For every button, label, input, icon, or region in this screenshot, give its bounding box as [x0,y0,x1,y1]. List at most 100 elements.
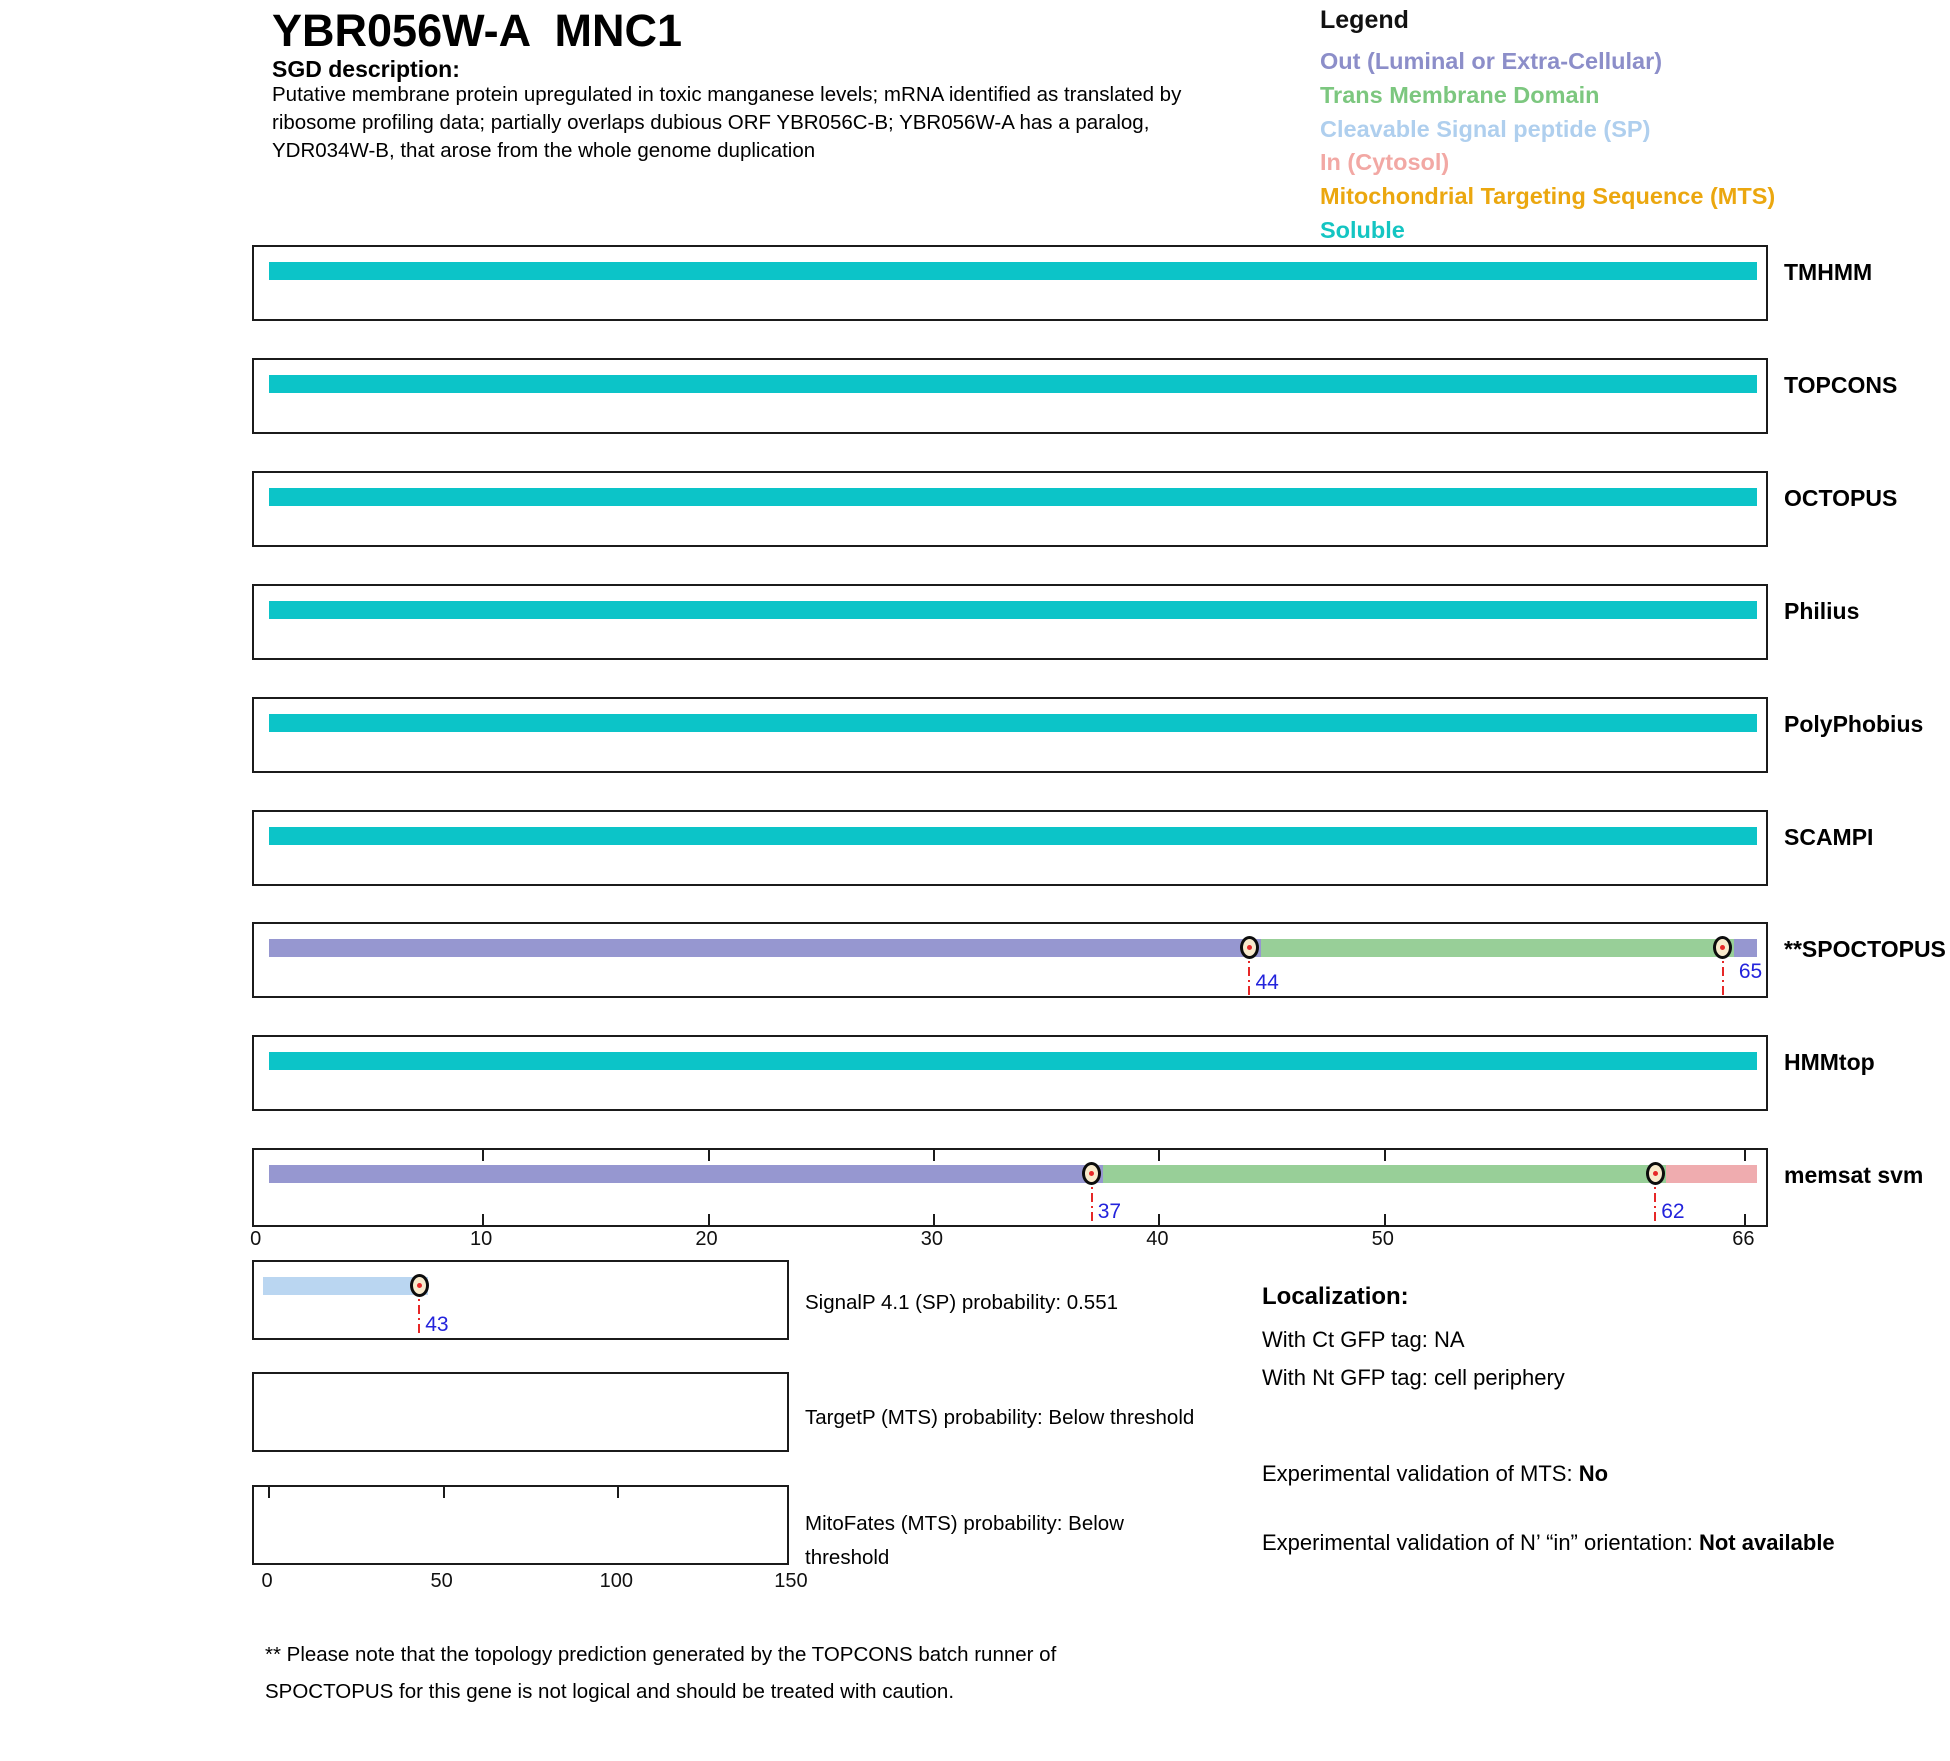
track-box-topcons [252,358,1768,434]
probability-axis-tick-label: 0 [261,1570,273,1592]
legend-items: Out (Luminal or Extra-Cellular) Trans Mem… [1320,45,1775,248]
axis-tick [1383,1150,1386,1161]
cleavage-position-label: 37 [1097,1200,1122,1223]
track-box-memsat-svm: 37 62 [252,1148,1768,1227]
localization-heading: Localization: [1262,1283,1409,1310]
ct-gfp-tag-line: With Ct GFP tag: NA [1262,1327,1465,1352]
orientation-validation-value: Not available [1698,1530,1835,1555]
axis-tick [1158,1214,1161,1225]
legend-title: Legend [1320,6,1409,34]
cleavage-marker-circle [1713,936,1733,959]
topology-segment-soluble [269,714,1757,732]
cleavage-position-label: 43 [425,1313,449,1336]
sgd-description-heading: SGD description: [272,56,460,82]
legend-item-mitochondrial-targeting-sequence-mts: Mitochondrial Targeting Sequence (MTS) [1320,183,1776,210]
cleavage-marker-line [1248,948,1251,995]
axis-tick [707,1214,710,1225]
legend-item-cleavable-signal-peptide-sp: Cleavable Signal peptide (SP) [1320,115,1651,142]
x-axis-tick-label: 66 [1732,1228,1755,1250]
axis-tick [442,1487,445,1498]
x-axis-tick-label: 50 [1371,1228,1394,1250]
topology-segment-out [1734,939,1757,957]
topology-segment-out [269,1165,1103,1183]
probability-segment-sp [263,1277,429,1295]
track-label-hmmtop: HMMtop [1784,1049,1875,1075]
probability-box-2 [252,1485,789,1565]
page-title: YBR056W-A MNC1 [272,5,682,56]
legend-item-in-cytosol: In (Cytosol) [1320,149,1450,176]
x-axis-tick-label: 20 [695,1228,718,1250]
cleavage-marker-circle [1082,1162,1102,1185]
cleavage-position-label: 65 [1738,960,1763,983]
track-box-polyphobius [252,697,1768,773]
cleavage-marker-line [1721,948,1724,995]
track-box-philius [252,584,1768,660]
axis-tick [1383,1214,1386,1225]
track-label-tmhmm: TMHMM [1784,259,1873,285]
mts-validation-line: Experimental validation of MTS: No [1262,1461,1608,1487]
cleavage-marker-line [1654,1174,1657,1224]
legend-item-soluble: Soluble [1320,216,1405,243]
cleavage-position-label: 44 [1255,971,1279,994]
cleavage-marker-circle [1645,1162,1665,1185]
cleavage-marker-circle [409,1274,429,1297]
axis-tick [482,1150,485,1161]
topology-segment-soluble [269,262,1757,280]
cleavage-marker-line [1090,1174,1093,1224]
x-axis-tick-label: 0 [250,1228,262,1250]
axis-tick [1744,1150,1747,1161]
probability-axis-tick-label: 100 [599,1570,634,1592]
track-label-spoctopus: **SPOCTOPUS [1784,936,1946,962]
topology-segment-tm [1102,1165,1667,1183]
probability-caption-1: TargetP (MTS) probability: Below thresho… [805,1406,1195,1429]
cleavage-marker-circle [1239,936,1259,959]
topology-segment-soluble [269,375,1757,393]
track-box-scampi [252,810,1768,886]
axis-tick [932,1214,935,1225]
topology-segment-in [1666,1165,1757,1183]
track-label-topcons: TOPCONS [1784,372,1898,398]
topology-segment-soluble [269,1052,1757,1070]
axis-tick [617,1487,620,1498]
axis-tick [268,1487,270,1498]
track-label-memsat-svm: memsat svm [1784,1162,1924,1188]
topology-segment-tm [1260,939,1735,957]
axis-tick [1158,1150,1161,1161]
sgd-description-text: Putative membrane protein upregulated in… [272,83,1182,162]
track-box-octopus [252,471,1768,547]
track-label-scampi: SCAMPI [1784,824,1874,850]
probability-axis-tick-label: 150 [774,1570,808,1592]
legend: Legend Out (Luminal or Extra-Cellular) Tr… [1320,6,1775,248]
x-axis-tick-label: 40 [1146,1228,1169,1250]
topology-segment-soluble [269,827,1757,845]
probability-axis-tick-label: 50 [430,1570,453,1592]
axis-tick [932,1150,935,1161]
track-label-philius: Philius [1784,598,1860,624]
probability-caption-2: MitoFates (MTS) probability: Below thres… [805,1512,1124,1569]
topology-segment-soluble [269,601,1757,619]
x-axis-tick-label: 10 [470,1228,493,1250]
legend-item-trans-membrane-domain: Trans Membrane Domain [1320,81,1600,108]
probability-caption-0: SignalP 4.1 (SP) probability: 0.551 [805,1291,1119,1314]
mts-validation-prefix: Experimental validation of MTS: [1262,1461,1579,1486]
orientation-validation-line: Experimental validation of N’ “in” orien… [1262,1525,1837,1561]
nt-gfp-tag-line: With Nt GFP tag: cell periphery [1262,1365,1565,1390]
track-label-octopus: OCTOPUS [1784,485,1898,511]
legend-item-out-luminal-or-extra-cellular: Out (Luminal or Extra-Cellular) [1320,48,1663,74]
probability-box-1 [252,1372,789,1452]
x-axis-tick-label: 30 [920,1228,944,1250]
cleavage-position-label: 62 [1661,1200,1685,1223]
track-box-spoctopus: 44 65 [252,922,1768,998]
orientation-validation-prefix: Experimental validation of N’ “in” orien… [1262,1530,1699,1555]
track-box-tmhmm [252,245,1768,321]
track-label-polyphobius: PolyPhobius [1784,711,1924,737]
axis-tick [1744,1214,1747,1225]
cleavage-marker-line [418,1286,421,1337]
topology-segment-out [269,939,1261,957]
mts-validation-value: No [1578,1461,1609,1486]
axis-tick [482,1214,485,1225]
track-box-hmmtop [252,1035,1768,1111]
spoctopus-footnote: ** Please note that the topology predict… [265,1643,1057,1703]
